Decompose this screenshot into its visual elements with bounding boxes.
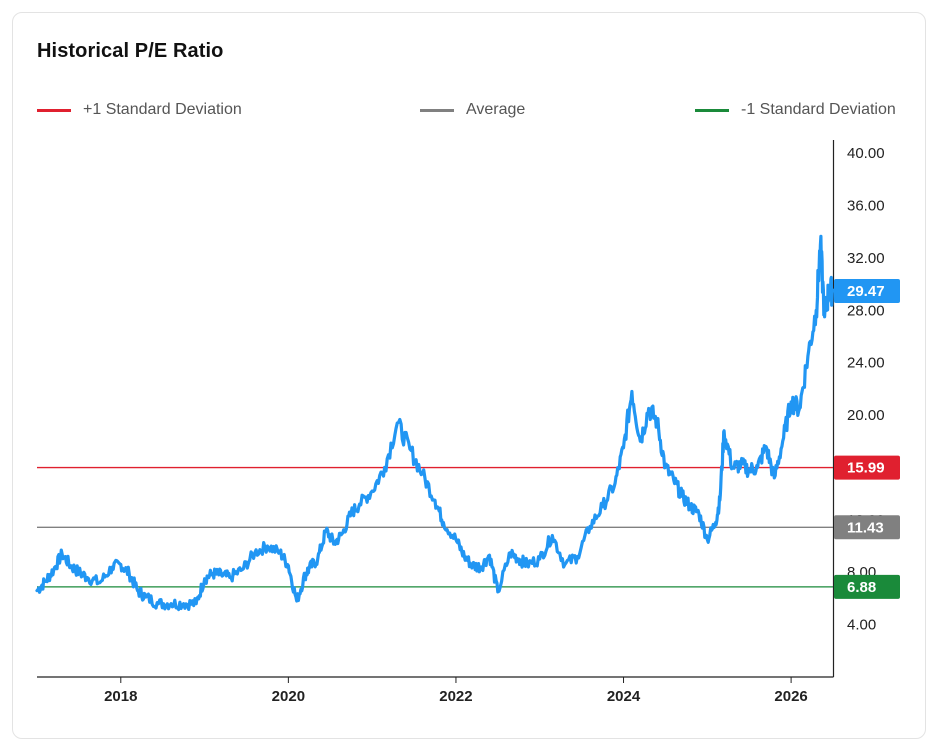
legend-swatch-red	[37, 108, 71, 112]
legend-item-plus-1-std[interactable]: +1 Standard Deviation	[37, 100, 242, 120]
legend-swatch-gray	[420, 108, 454, 112]
y-tick-label: 32.00	[847, 250, 885, 267]
x-tick-label: 2022	[439, 688, 472, 705]
y-tick-label: 20.00	[847, 407, 885, 424]
legend-label: -1 Standard Deviation	[741, 101, 896, 118]
x-tick-label: 2026	[774, 688, 807, 705]
chart-title: Historical P/E Ratio	[37, 40, 224, 62]
pe-ratio-series-line[interactable]	[35, 234, 835, 612]
y-tick-label: 28.00	[847, 302, 885, 319]
legend-label: +1 Standard Deviation	[83, 101, 242, 118]
current-pe-badge	[834, 279, 900, 304]
legend-swatch-green	[695, 108, 729, 112]
x-tick-label: 2018	[104, 688, 137, 705]
reference-line-1-badge	[834, 515, 900, 540]
y-tick-label: 4.00	[847, 617, 876, 634]
legend-label: Average	[466, 101, 526, 118]
legend-item-minus-1-std[interactable]: -1 Standard Deviation	[695, 100, 896, 120]
legend-item-average[interactable]: Average	[420, 100, 525, 120]
current-pe-value: 29.47	[847, 283, 885, 300]
y-tick-label: 36.00	[847, 197, 885, 214]
reference-line-1-value: 11.43	[847, 519, 884, 536]
y-tick-label: 40.00	[847, 145, 885, 162]
reference-line-0-badge	[834, 455, 900, 480]
x-tick-label: 2024	[607, 688, 641, 705]
reference-line-0-value: 15.99	[847, 460, 885, 477]
reference-line-2-value: 6.88	[847, 579, 876, 596]
reference-line-2-badge	[834, 574, 900, 599]
chart-card	[12, 12, 926, 739]
y-tick-label: 24.00	[847, 355, 885, 372]
x-tick-label: 2020	[272, 688, 305, 705]
